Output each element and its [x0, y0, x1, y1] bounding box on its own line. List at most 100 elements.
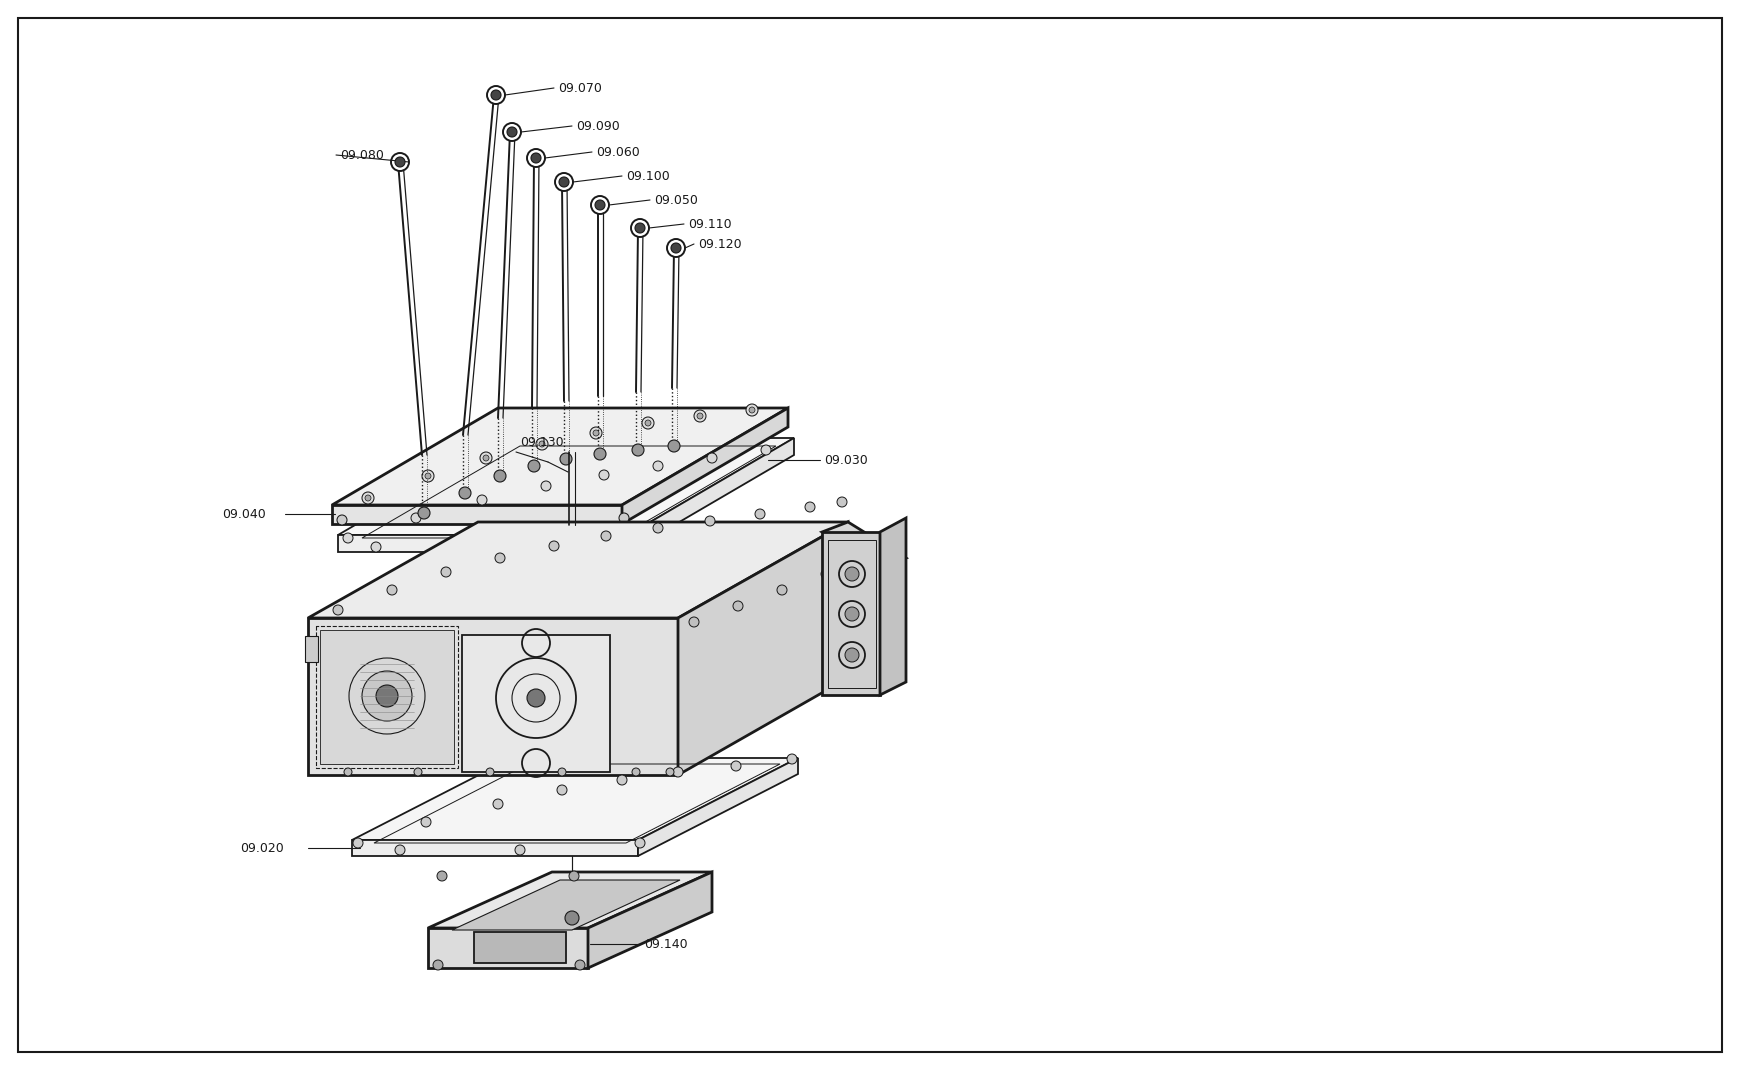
Circle shape: [631, 219, 649, 236]
Text: 09.020: 09.020: [240, 841, 283, 855]
Circle shape: [539, 441, 544, 447]
Circle shape: [652, 461, 663, 471]
Circle shape: [845, 567, 859, 581]
Circle shape: [631, 768, 640, 776]
Circle shape: [423, 470, 433, 482]
Circle shape: [424, 473, 431, 479]
Circle shape: [332, 605, 343, 615]
Circle shape: [433, 960, 443, 970]
Text: 09.080: 09.080: [339, 149, 384, 162]
Text: 09.050: 09.050: [654, 194, 697, 207]
Circle shape: [555, 173, 572, 192]
Polygon shape: [337, 535, 628, 552]
Circle shape: [668, 440, 680, 452]
Circle shape: [704, 516, 715, 526]
Circle shape: [343, 533, 353, 542]
Circle shape: [600, 531, 610, 541]
Circle shape: [671, 243, 680, 253]
Circle shape: [344, 768, 351, 776]
Circle shape: [494, 470, 506, 482]
Circle shape: [645, 421, 650, 426]
Circle shape: [515, 845, 525, 855]
Circle shape: [527, 149, 544, 167]
Polygon shape: [332, 408, 788, 505]
Circle shape: [483, 455, 489, 461]
Circle shape: [556, 785, 567, 795]
Text: 09.040: 09.040: [223, 507, 266, 520]
Circle shape: [777, 585, 786, 595]
Polygon shape: [473, 932, 565, 963]
Circle shape: [652, 523, 663, 533]
Circle shape: [440, 567, 450, 577]
Polygon shape: [628, 438, 793, 552]
Text: 09.110: 09.110: [687, 217, 730, 230]
Circle shape: [619, 513, 628, 523]
Circle shape: [845, 607, 859, 621]
Circle shape: [362, 492, 374, 504]
Circle shape: [476, 495, 487, 505]
Circle shape: [550, 541, 558, 551]
Circle shape: [569, 871, 579, 881]
Circle shape: [590, 427, 602, 439]
Circle shape: [595, 200, 605, 210]
Circle shape: [593, 448, 605, 460]
Polygon shape: [880, 518, 906, 696]
Circle shape: [417, 507, 430, 519]
Circle shape: [617, 775, 626, 785]
Circle shape: [395, 845, 405, 855]
Polygon shape: [337, 438, 793, 535]
Circle shape: [624, 532, 635, 542]
Circle shape: [421, 817, 431, 827]
Circle shape: [786, 754, 796, 764]
Circle shape: [593, 430, 598, 435]
Circle shape: [755, 509, 765, 519]
Circle shape: [845, 648, 859, 662]
Circle shape: [497, 541, 506, 551]
Circle shape: [746, 404, 758, 416]
Text: 09.140: 09.140: [643, 937, 687, 950]
Circle shape: [560, 453, 572, 465]
Polygon shape: [452, 880, 680, 930]
Circle shape: [386, 585, 396, 595]
Circle shape: [558, 177, 569, 187]
Circle shape: [391, 153, 409, 171]
Text: 09.100: 09.100: [626, 169, 670, 183]
Text: 09.060: 09.060: [596, 146, 640, 158]
Circle shape: [565, 911, 579, 924]
Polygon shape: [351, 758, 798, 840]
Polygon shape: [351, 840, 638, 856]
Circle shape: [490, 90, 501, 100]
Circle shape: [821, 569, 831, 579]
Circle shape: [748, 407, 755, 413]
Circle shape: [436, 871, 447, 881]
Circle shape: [694, 410, 706, 422]
Polygon shape: [821, 532, 880, 696]
Text: 09.090: 09.090: [576, 120, 619, 133]
Circle shape: [362, 671, 412, 721]
Circle shape: [506, 127, 516, 137]
Circle shape: [805, 502, 814, 513]
Circle shape: [706, 453, 716, 463]
Polygon shape: [621, 408, 788, 524]
Polygon shape: [821, 522, 906, 568]
Polygon shape: [428, 872, 711, 928]
Circle shape: [487, 86, 504, 104]
Polygon shape: [428, 928, 588, 968]
Polygon shape: [588, 872, 711, 968]
Circle shape: [353, 838, 363, 849]
Circle shape: [530, 153, 541, 163]
Circle shape: [410, 513, 421, 523]
Circle shape: [365, 495, 370, 501]
Polygon shape: [638, 758, 798, 856]
Circle shape: [666, 768, 673, 776]
Circle shape: [642, 417, 654, 429]
Text: 09.120: 09.120: [697, 238, 741, 250]
Polygon shape: [463, 635, 610, 771]
Circle shape: [631, 444, 643, 456]
Polygon shape: [308, 618, 678, 775]
Polygon shape: [678, 522, 847, 775]
Circle shape: [635, 223, 645, 233]
Polygon shape: [332, 505, 621, 524]
Circle shape: [527, 689, 544, 707]
Circle shape: [492, 799, 503, 809]
